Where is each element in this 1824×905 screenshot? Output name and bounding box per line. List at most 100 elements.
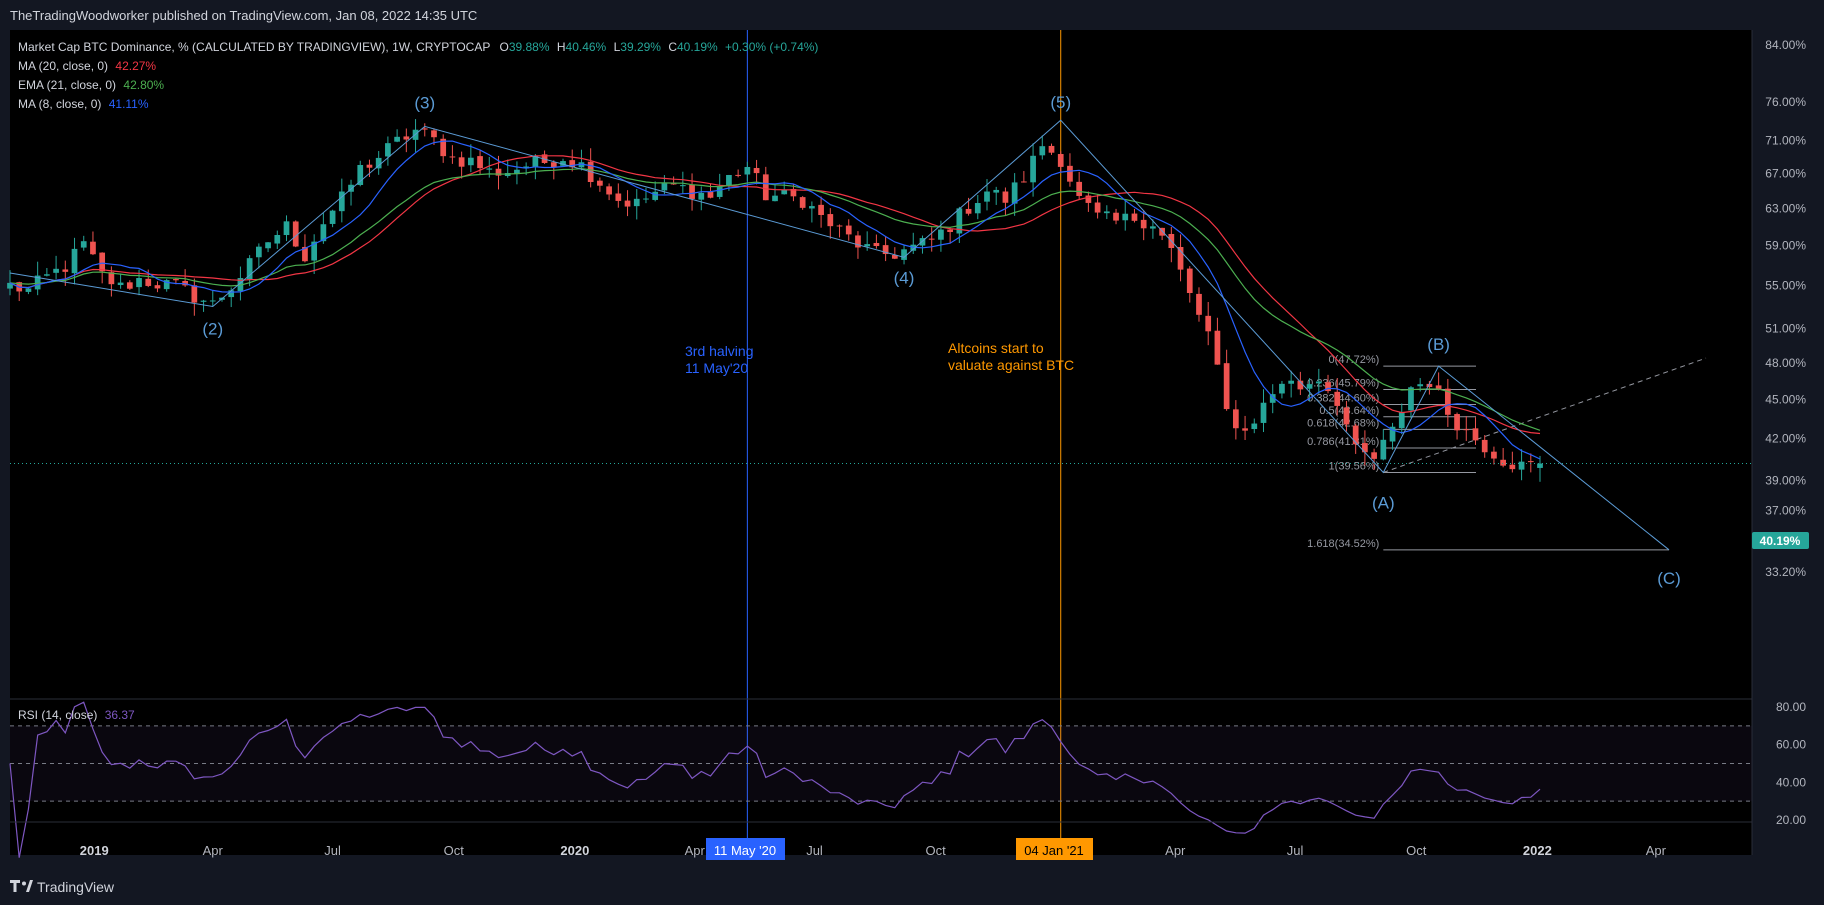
- candle-body: [1472, 428, 1479, 441]
- legend-ma8[interactable]: MA (8, close, 0) 41.11%: [18, 97, 149, 111]
- legend-rsi[interactable]: RSI (14, close) 36.37: [18, 708, 135, 722]
- candle-body: [744, 166, 751, 175]
- wave-label[interactable]: (B): [1427, 335, 1450, 354]
- time-badge-altcoin: [1016, 838, 1093, 860]
- candle-body: [661, 183, 668, 191]
- candle: [1094, 194, 1101, 219]
- candle: [44, 268, 50, 277]
- candle: [1463, 416, 1470, 441]
- candle: [1214, 317, 1221, 365]
- time-tick-label: 2022: [1523, 843, 1552, 858]
- candle: [1140, 210, 1147, 241]
- candle-body: [440, 138, 447, 157]
- candle: [292, 220, 299, 248]
- candle-body: [1223, 363, 1230, 410]
- candle-body: [209, 300, 216, 302]
- candle-body: [117, 282, 124, 286]
- candle-body: [1260, 402, 1267, 423]
- candle: [449, 145, 456, 164]
- time-tick-label: Oct: [444, 843, 465, 858]
- legend-ohlc-l-label: L: [614, 40, 621, 54]
- candle-body: [163, 280, 170, 290]
- wave-label[interactable]: (C): [1657, 569, 1681, 588]
- candle: [338, 178, 345, 223]
- legend-ema21[interactable]: EMA (21, close, 0) 42.80%: [18, 78, 164, 92]
- candle-body: [1352, 425, 1359, 445]
- wave-label[interactable]: (4): [894, 268, 915, 287]
- rsi-tick-label: 20.00: [1776, 813, 1806, 827]
- time-tick-label: 2020: [560, 843, 589, 858]
- candle-body: [753, 168, 760, 174]
- candle-body: [320, 224, 327, 242]
- candle-body: [938, 229, 944, 240]
- candle-body: [246, 258, 253, 280]
- candle-body: [1454, 414, 1460, 431]
- candle-body: [311, 241, 318, 261]
- wave-label[interactable]: (2): [202, 320, 223, 339]
- legend-ohlc-o-label: O: [499, 40, 508, 54]
- rsi-tick-label: 80.00: [1776, 700, 1806, 714]
- candle: [1011, 173, 1018, 216]
- candle-body: [1021, 181, 1027, 183]
- legend-ohlc-c-label: C: [668, 40, 677, 54]
- altcoin-annotation-line1[interactable]: Altcoins start to: [948, 340, 1044, 356]
- wave-label[interactable]: (A): [1372, 494, 1395, 513]
- candle: [1251, 418, 1258, 434]
- altcoin-annotation-line2[interactable]: valuate against BTC: [948, 357, 1074, 373]
- candle-body: [965, 208, 972, 214]
- legend-ohlc-c-value: 40.19%: [677, 40, 718, 54]
- candle: [615, 183, 622, 208]
- candle-body: [1242, 428, 1248, 431]
- candle: [882, 236, 889, 262]
- legend-ma20[interactable]: MA (20, close, 0) 42.27%: [18, 59, 156, 73]
- halving-annotation-line1[interactable]: 3rd halving: [685, 343, 754, 359]
- candle-body: [348, 184, 354, 192]
- candle-body: [956, 208, 963, 234]
- candle-body: [1435, 385, 1442, 390]
- current-price-label: 40.19%: [1760, 534, 1801, 548]
- candle-body: [799, 197, 806, 208]
- candle: [1150, 219, 1156, 239]
- candle: [1159, 227, 1165, 241]
- fib-trend-line: [1383, 357, 1707, 473]
- candle: [34, 261, 41, 296]
- publisher-header: TheTradingWoodworker published on Tradin…: [10, 8, 477, 23]
- wave-label[interactable]: (3): [414, 93, 435, 112]
- candle: [1122, 200, 1129, 231]
- candle: [1002, 187, 1009, 216]
- candle-body: [458, 157, 465, 167]
- halving-annotation-line2[interactable]: 11 May'20: [685, 360, 748, 376]
- candle-body: [1362, 443, 1368, 453]
- candle: [1076, 171, 1083, 200]
- wave-label[interactable]: (5): [1050, 93, 1071, 112]
- candle-body: [477, 156, 483, 169]
- elliott-wave-drawing[interactable]: (2) (3) (4) (5) (A) (B) (C): [9, 93, 1681, 588]
- candle: [1472, 417, 1479, 445]
- candle: [80, 235, 87, 251]
- candle: [1500, 447, 1507, 468]
- candle: [1269, 384, 1276, 414]
- price-tick-label: 59.00%: [1765, 239, 1806, 253]
- candle: [514, 161, 520, 185]
- candle: [1343, 400, 1350, 432]
- candle-body: [1288, 380, 1295, 384]
- candle-body: [947, 229, 953, 232]
- time-tick-label: Jul: [806, 843, 823, 858]
- candle: [698, 186, 705, 211]
- candle-body: [1306, 384, 1313, 389]
- candle: [873, 234, 880, 249]
- candle: [753, 159, 760, 185]
- candle-body: [1085, 195, 1092, 203]
- legend-symbol-row[interactable]: Market Cap BTC Dominance, % (CALCULATED …: [18, 40, 818, 54]
- candle: [1509, 451, 1516, 473]
- tradingview-logo[interactable]: TradingView: [10, 879, 115, 895]
- candle: [679, 171, 686, 194]
- candle-body: [836, 225, 843, 227]
- candle: [1205, 301, 1212, 346]
- candle: [1352, 423, 1359, 454]
- candle-body: [726, 174, 732, 186]
- candle-body: [993, 189, 1000, 193]
- chart-legend: Market Cap BTC Dominance, % (CALCULATED …: [18, 40, 818, 722]
- candle: [1279, 380, 1285, 399]
